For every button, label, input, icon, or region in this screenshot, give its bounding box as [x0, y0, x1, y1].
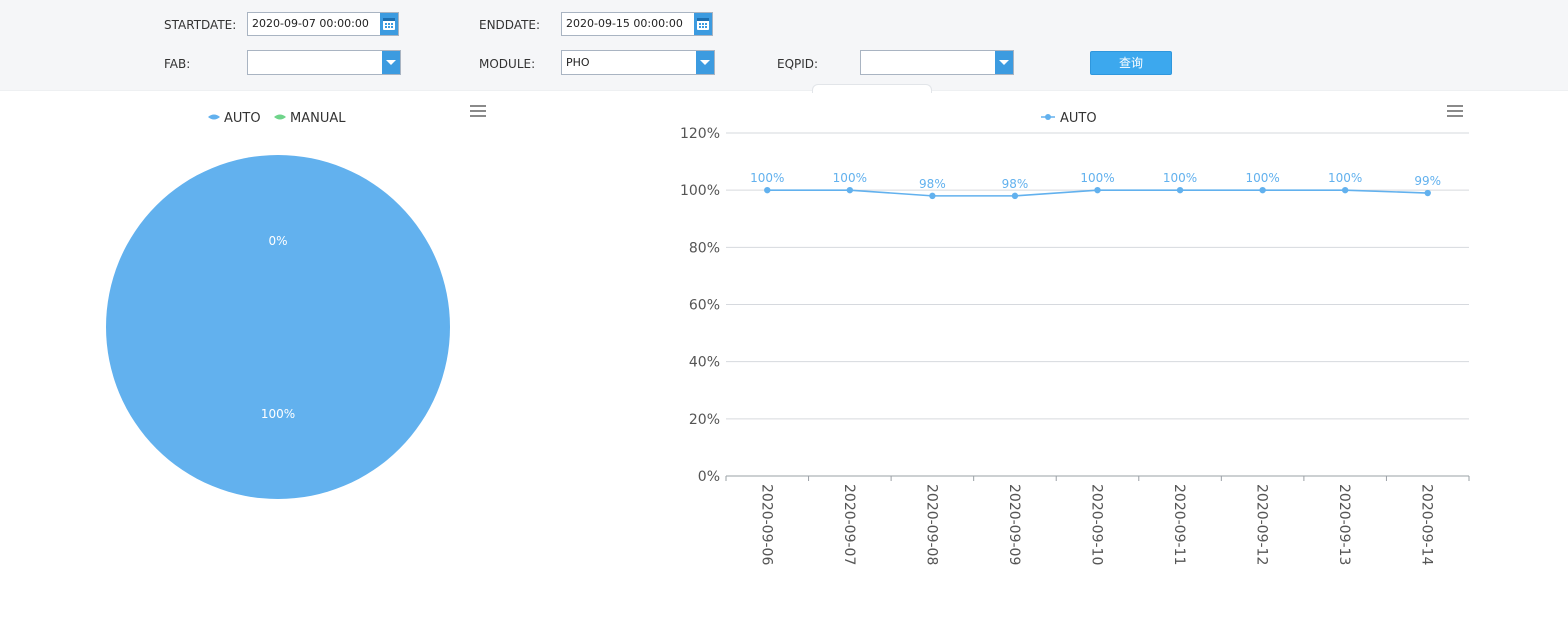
module-select[interactable]: PHO — [561, 50, 715, 75]
data-label: 100% — [1163, 171, 1197, 185]
module-label: MODULE: — [479, 57, 536, 71]
x-tick-label: 2020-09-11 — [1171, 484, 1187, 565]
pie-slice-auto — [106, 155, 450, 499]
pie-chart: AUTO MANUAL 100% 0% — [106, 111, 450, 499]
calendar-icon[interactable] — [380, 13, 398, 35]
x-tick-label: 2020-09-12 — [1254, 484, 1270, 565]
line-chart: AUTO 0%20%40%60%80%100%120% 2020-09-06 20… — [680, 111, 1470, 565]
line-series — [764, 186, 1431, 200]
hamburger-menu-icon[interactable] — [1447, 105, 1463, 119]
module-value: PHO — [566, 56, 590, 69]
data-point — [1341, 186, 1349, 194]
pie-label-manual: 0% — [268, 234, 287, 248]
fab-label: FAB: — [164, 57, 191, 71]
data-label: 100% — [1328, 171, 1362, 185]
collapse-tab[interactable] — [812, 84, 932, 93]
x-axis: 2020-09-06 2020-09-07 2020-09-08 2020-09-09… — [725, 475, 1470, 565]
data-point — [1259, 186, 1266, 194]
x-tick-label: 2020-09-09 — [1006, 484, 1022, 565]
eqpid-select[interactable] — [860, 50, 1014, 75]
hamburger-menu-icon[interactable] — [470, 105, 486, 119]
y-tick-label: 40% — [689, 355, 720, 371]
y-tick-label: 100% — [680, 183, 720, 199]
data-point — [1011, 192, 1019, 200]
calendar-icon[interactable] — [694, 13, 712, 35]
chevron-down-icon[interactable] — [696, 51, 714, 74]
pie-label-auto: 100% — [261, 407, 295, 421]
enddate-field[interactable]: 2020-09-15 00:00:00 — [561, 12, 713, 36]
data-point — [846, 186, 854, 194]
legend-label-auto: AUTO — [1060, 111, 1097, 126]
line-data-labels: 100% 100% 98% 98% 100% 100% 100% 100% 99% — [750, 171, 1441, 191]
x-tick-label: 2020-09-06 — [758, 484, 774, 565]
y-tick-label: 60% — [689, 298, 720, 314]
x-tick-label: 2020-09-14 — [1419, 484, 1435, 565]
fab-select[interactable] — [247, 50, 401, 75]
pie-legend: AUTO MANUAL — [208, 111, 346, 126]
query-button[interactable]: 查询 — [1090, 51, 1172, 75]
y-tick-label: 80% — [689, 240, 720, 256]
data-label: 100% — [1245, 171, 1279, 185]
data-label: 100% — [750, 171, 784, 185]
enddate-value: 2020-09-15 00:00:00 — [566, 17, 683, 30]
legend-label-manual: MANUAL — [290, 111, 346, 126]
filter-bar: STARTDATE: 2020-09-07 00:00:00 ENDDATE: … — [0, 0, 1568, 91]
eqpid-label: EQPID: — [777, 57, 819, 71]
legend-marker-manual — [274, 114, 286, 120]
data-label: 100% — [833, 171, 867, 185]
y-axis-ticks: 0% 20% 40% 60% 80% 100% 120% — [680, 126, 720, 485]
data-point — [929, 192, 936, 200]
chevron-down-icon[interactable] — [382, 51, 400, 74]
startdate-value: 2020-09-07 00:00:00 — [252, 17, 369, 30]
y-tick-label: 20% — [689, 412, 720, 428]
data-label: 99% — [1414, 174, 1441, 188]
legend-marker-auto — [1045, 114, 1051, 120]
data-point — [1424, 189, 1431, 197]
x-tick-label: 2020-09-10 — [1089, 484, 1105, 565]
startdate-field[interactable]: 2020-09-07 00:00:00 — [247, 12, 399, 36]
startdate-label: STARTDATE: — [164, 18, 237, 32]
data-point — [1176, 186, 1184, 194]
pie-labels: 100% 0% — [261, 234, 295, 421]
pie-slices — [106, 155, 450, 499]
legend-marker-auto — [208, 114, 220, 120]
enddate-label: ENDDATE: — [479, 18, 541, 32]
legend-label-auto: AUTO — [224, 111, 261, 126]
y-tick-label: 120% — [680, 126, 720, 142]
data-label: 98% — [1002, 177, 1029, 191]
x-tick-label: 2020-09-07 — [841, 484, 857, 565]
calendar-icon-graphic — [697, 18, 709, 30]
chevron-down-icon[interactable] — [995, 51, 1013, 74]
data-label: 100% — [1080, 171, 1114, 185]
y-tick-label: 0% — [698, 469, 720, 485]
data-point — [1094, 186, 1101, 194]
x-tick-label: 2020-09-13 — [1336, 484, 1352, 565]
data-label: 98% — [919, 177, 946, 191]
line-legend: AUTO — [1041, 111, 1097, 126]
data-point — [764, 186, 771, 194]
x-tick-label: 2020-09-08 — [923, 484, 939, 565]
calendar-icon-graphic — [383, 18, 395, 30]
